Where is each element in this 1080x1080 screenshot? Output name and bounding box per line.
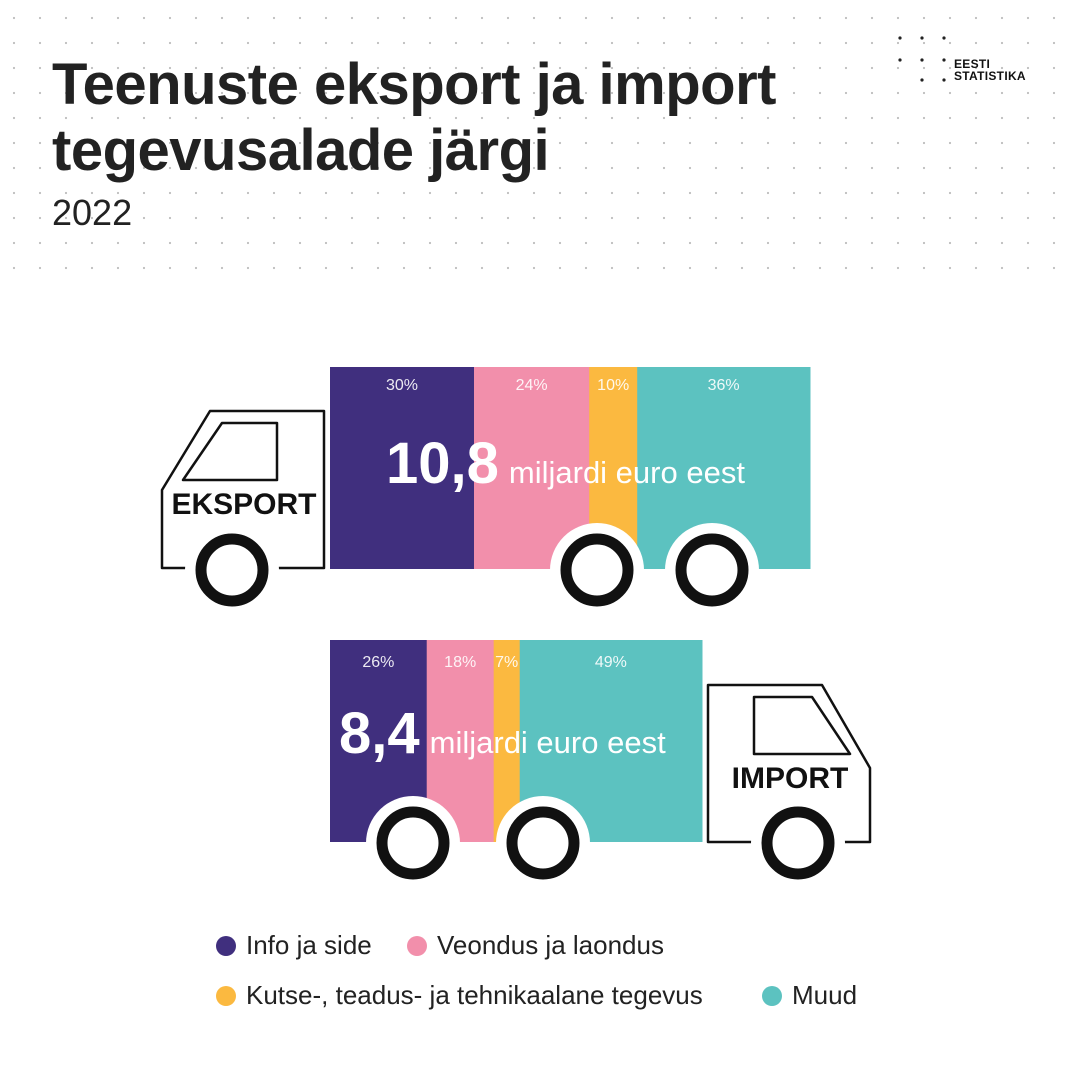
- data-label-eksport-2: 10%: [597, 377, 629, 394]
- logo-line-1: EESTI: [954, 57, 991, 71]
- wheel-import-2: [761, 806, 835, 880]
- truck-cab-import: IMPORT: [706, 683, 872, 844]
- logo-dot: [942, 78, 946, 82]
- legend-swatch-info: [216, 935, 236, 956]
- total-number: 8,4: [339, 701, 420, 766]
- total-value-import: 8,4 miljardi euro eest: [339, 701, 666, 766]
- cab-window: [181, 421, 279, 482]
- logo-dot: [942, 36, 946, 40]
- legend-label-veondus: Veondus ja laondus: [437, 930, 664, 960]
- logo-dot: [898, 58, 902, 62]
- logo-dot: [920, 58, 924, 62]
- data-label-import-3: 49%: [595, 654, 627, 671]
- total-unit: miljardi euro eest: [430, 725, 666, 760]
- legend-label-muud: Muud: [792, 980, 858, 1010]
- legend-item-veondus: Veondus ja laondus: [407, 930, 664, 961]
- dot-pattern-background: [12, 16, 1056, 270]
- legend-item-kutse: Kutse-, teadus- ja tehnikaalane tegevus: [216, 980, 703, 1011]
- total-number: 10,8: [386, 431, 499, 496]
- subtitle-year: 2022: [52, 192, 133, 233]
- data-label-import-2: 7%: [495, 654, 518, 671]
- legend-swatch-veondus: [407, 935, 427, 956]
- title-line-2: tegevusalade järgi: [52, 118, 550, 183]
- legend-swatch-muud: [762, 985, 782, 1006]
- data-label-eksport-1: 24%: [516, 377, 548, 394]
- cab-window: [752, 695, 852, 756]
- logo-dot: [920, 78, 924, 82]
- data-label-import-1: 18%: [444, 654, 476, 671]
- logo-line-2: STATISTIKA: [954, 69, 1026, 83]
- wheel-eksport-1: [560, 533, 634, 607]
- truck-cab-eksport: EKSPORT: [160, 409, 326, 570]
- wheel-eksport-0: [195, 533, 269, 607]
- wheel-import-0: [376, 806, 450, 880]
- bar-segment-eksport-0: [330, 367, 475, 569]
- data-label-import-0: 26%: [362, 654, 394, 671]
- legend-item-info: Info ja side: [216, 930, 372, 961]
- legend-swatch-kutse: [216, 985, 236, 1006]
- eesti-statistika-logo: EESTI STATISTIKA: [954, 58, 1026, 82]
- wheel-import-1: [506, 806, 580, 880]
- logo-dot: [920, 36, 924, 40]
- total-unit: miljardi euro eest: [509, 455, 745, 490]
- legend-label-kutse: Kutse-, teadus- ja tehnikaalane tegevus: [246, 980, 703, 1010]
- logo-dot: [942, 58, 946, 62]
- title-line-1: Teenuste eksport ja import: [52, 52, 776, 117]
- page-title: Teenuste eksport ja import tegevusalade …: [52, 52, 776, 184]
- wheel-eksport-2: [675, 533, 749, 607]
- data-label-eksport-3: 36%: [708, 377, 740, 394]
- legend-item-muud: Muud: [762, 980, 857, 1011]
- total-value-eksport: 10,8 miljardi euro eest: [386, 431, 745, 496]
- truck-label-eksport: EKSPORT: [171, 488, 316, 521]
- data-label-eksport-0: 30%: [386, 377, 418, 394]
- logo-dot: [898, 36, 902, 40]
- truck-label-import: IMPORT: [732, 762, 849, 795]
- legend-label-info: Info ja side: [246, 930, 372, 960]
